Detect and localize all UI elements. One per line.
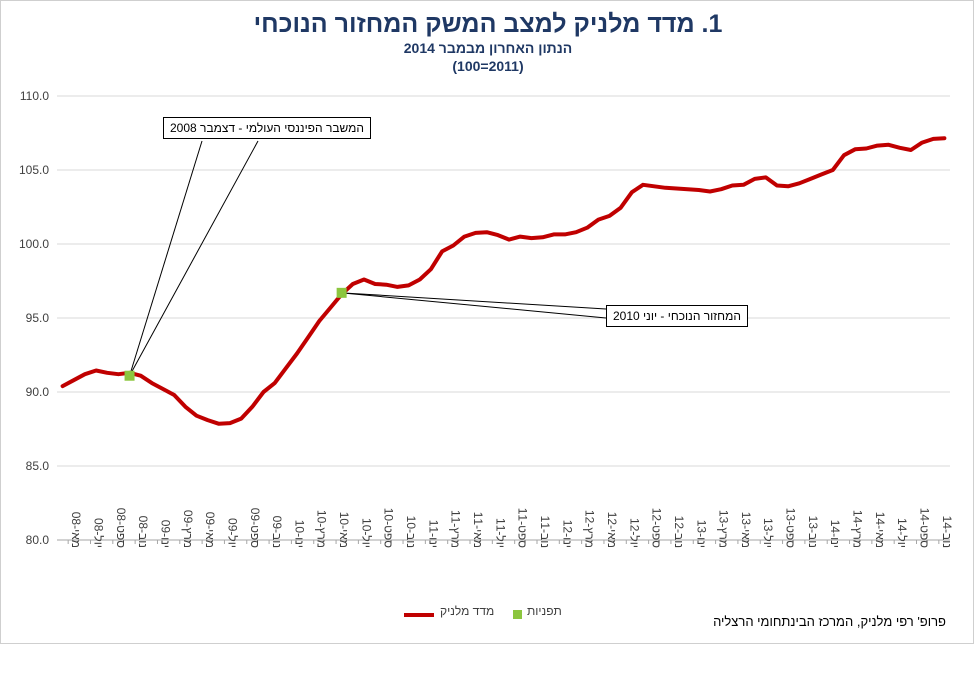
x-tick-label: נוב-09 [270,516,284,548]
x-tick-label: מאי-09 [203,512,217,548]
chart-base-note: (100=2011) [452,58,524,74]
x-tick-label: ספט-13 [784,508,798,548]
chart-title: 1. מדד מלניק למצב המשק המחזור הנוכחי [253,10,723,38]
x-tick-label: מאי-10 [337,512,351,548]
x-tick-label: נוב-13 [806,516,820,548]
x-tick-label: יול-08 [91,518,105,548]
annotation-leader-line [129,140,203,376]
x-tick-label: ינו-12 [560,520,574,548]
series-layer [60,136,947,426]
turning-point-marker [124,370,135,381]
y-tick-label: 100.0 [19,237,49,251]
x-tick-label: ספט-12 [650,508,664,548]
grid-lines [57,95,950,541]
x-tick-label: ספט-09 [248,508,262,548]
y-tick-label: 85.0 [26,459,50,473]
x-tick-label: מאי-13 [739,512,753,548]
x-tick-label: מרץ-11 [449,510,463,548]
x-tick-label: ספט-08 [114,508,128,548]
y-tick-label: 80.0 [26,533,50,547]
x-tick-label: מרץ-10 [315,510,329,548]
annotation-leader-line [341,292,607,319]
x-tick-label: נוב-11 [538,516,552,548]
x-tick-label: יול-10 [359,518,373,548]
y-tick-label: 105.0 [19,163,49,177]
x-tick-label: ינו-14 [828,520,842,548]
chart-subtitle: הנתון האחרון מבמבר 2014 [403,40,573,56]
annotation-leader-line [341,292,607,310]
x-tick-label: ינו-10 [292,520,306,548]
x-tick-label: מאי-08 [69,512,83,548]
x-tick-label: יול-12 [627,518,641,548]
y-tick-label: 90.0 [26,385,50,399]
x-tick-label: יול-09 [225,518,239,548]
x-tick-label: ינו-13 [694,520,708,548]
x-tick-label: מרץ-09 [181,510,195,548]
x-tick-label: ספט-14 [918,508,932,548]
x-tick-label: מאי-11 [471,512,485,548]
x-tick-label: מאי-14 [873,512,887,548]
y-axis: 80.0 85.0 90.0 95.0 100.0 105.0 110.0 [19,89,49,547]
x-tick-label: נוב-12 [672,516,686,548]
chart-frame [0,0,974,644]
annotation-leader-line [129,140,259,376]
x-tick-label: ספט-11 [516,508,530,548]
x-axis: מאי-08 יול-08 ספט-08 נוב-08 ינו-09 מרץ-09 מאי-… [67,508,954,548]
credit-text: פרופ' רפי מלניק, המרכז הבינתחומי הרצליה [713,614,946,629]
x-tick-label: נוב-08 [136,516,150,548]
annotation-current-cycle: המחזור הנוכחי - יוני 2010 [606,305,748,327]
y-tick-label: 110.0 [20,89,49,103]
x-tick-label: יול-14 [895,518,909,548]
legend-marker-label: תפניות [527,604,562,618]
x-tick-label: מרץ-13 [717,510,731,548]
annotation-financial-crisis: המשבר הפיננסי העולמי - דצמבר 2008 [163,117,372,139]
x-tick-label: נוב-14 [940,516,954,548]
x-tick-label: ספט-10 [382,508,396,548]
turning-point-marker [336,287,347,298]
legend-line-label: מדד מלניק [440,604,495,618]
x-tick-label: מרץ-12 [583,510,597,548]
x-tick-label: יול-11 [493,518,507,548]
x-tick-label: מאי-12 [605,512,619,548]
annotation-leaders [129,140,607,376]
x-tick-label: יול-13 [761,518,775,548]
x-tick-label: ינו-09 [158,520,172,548]
series-line-melnick-index [60,136,947,426]
x-tick-label: ינו-11 [426,520,440,548]
x-tick-label: מרץ-14 [851,510,865,548]
y-tick-label: 95.0 [26,311,50,325]
x-tick-label: נוב-10 [404,516,418,548]
